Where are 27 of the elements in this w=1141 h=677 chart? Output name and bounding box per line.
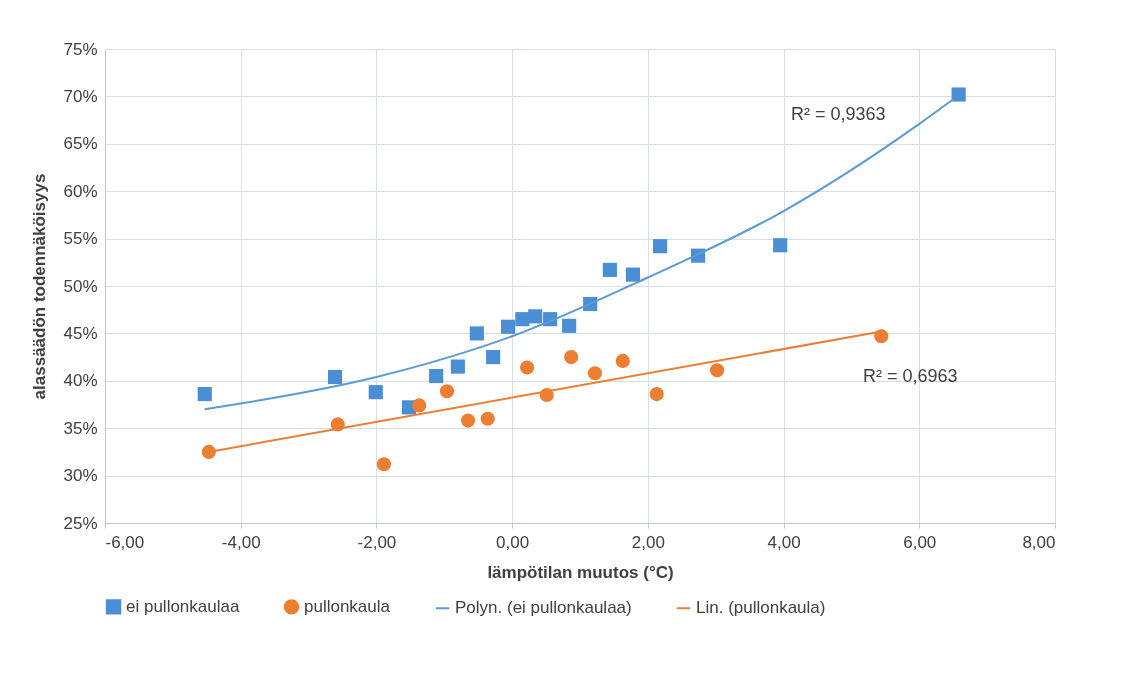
legend-label: ei pullonkaulaa [126,596,240,616]
x-tick-label: 2,00 [631,532,665,552]
y-axis-title: alassäädön todennäköisyys [30,173,50,400]
y-tick-label: 55% [63,229,98,249]
x-tick-label: 0,00 [496,532,530,552]
y-tick-label: 75% [63,39,98,59]
y-tick-label: 40% [63,371,98,391]
annotation: R² = 0,9363 [791,104,886,124]
x-tick-label: 4,00 [767,532,801,552]
y-tick-label: 50% [63,276,98,296]
y-tick-label: 30% [63,466,98,486]
x-tick-label: 6,00 [903,532,937,552]
x-tick-label: 8,00 [1022,532,1056,552]
x-tick-label: -6,00 [105,532,145,552]
y-tick-label: 25% [63,513,98,533]
y-tick-label: 65% [63,134,98,154]
x-tick-label: -4,00 [221,532,261,552]
y-tick-label: 45% [63,323,98,343]
y-tick-label: 60% [63,181,98,201]
y-tick-label: 70% [63,86,98,106]
annotation: R² = 0,6963 [863,366,958,386]
legend-label: Lin. (pullonkaula) [696,598,826,618]
legend-label: pullonkaula [304,596,391,616]
x-axis-title: lämpötilan muutos (°C) [487,562,674,582]
y-tick-label: 35% [63,418,98,438]
legend-label: Polyn. (ei pullonkaulaa) [455,598,632,618]
x-tick-label: -2,00 [357,532,397,552]
